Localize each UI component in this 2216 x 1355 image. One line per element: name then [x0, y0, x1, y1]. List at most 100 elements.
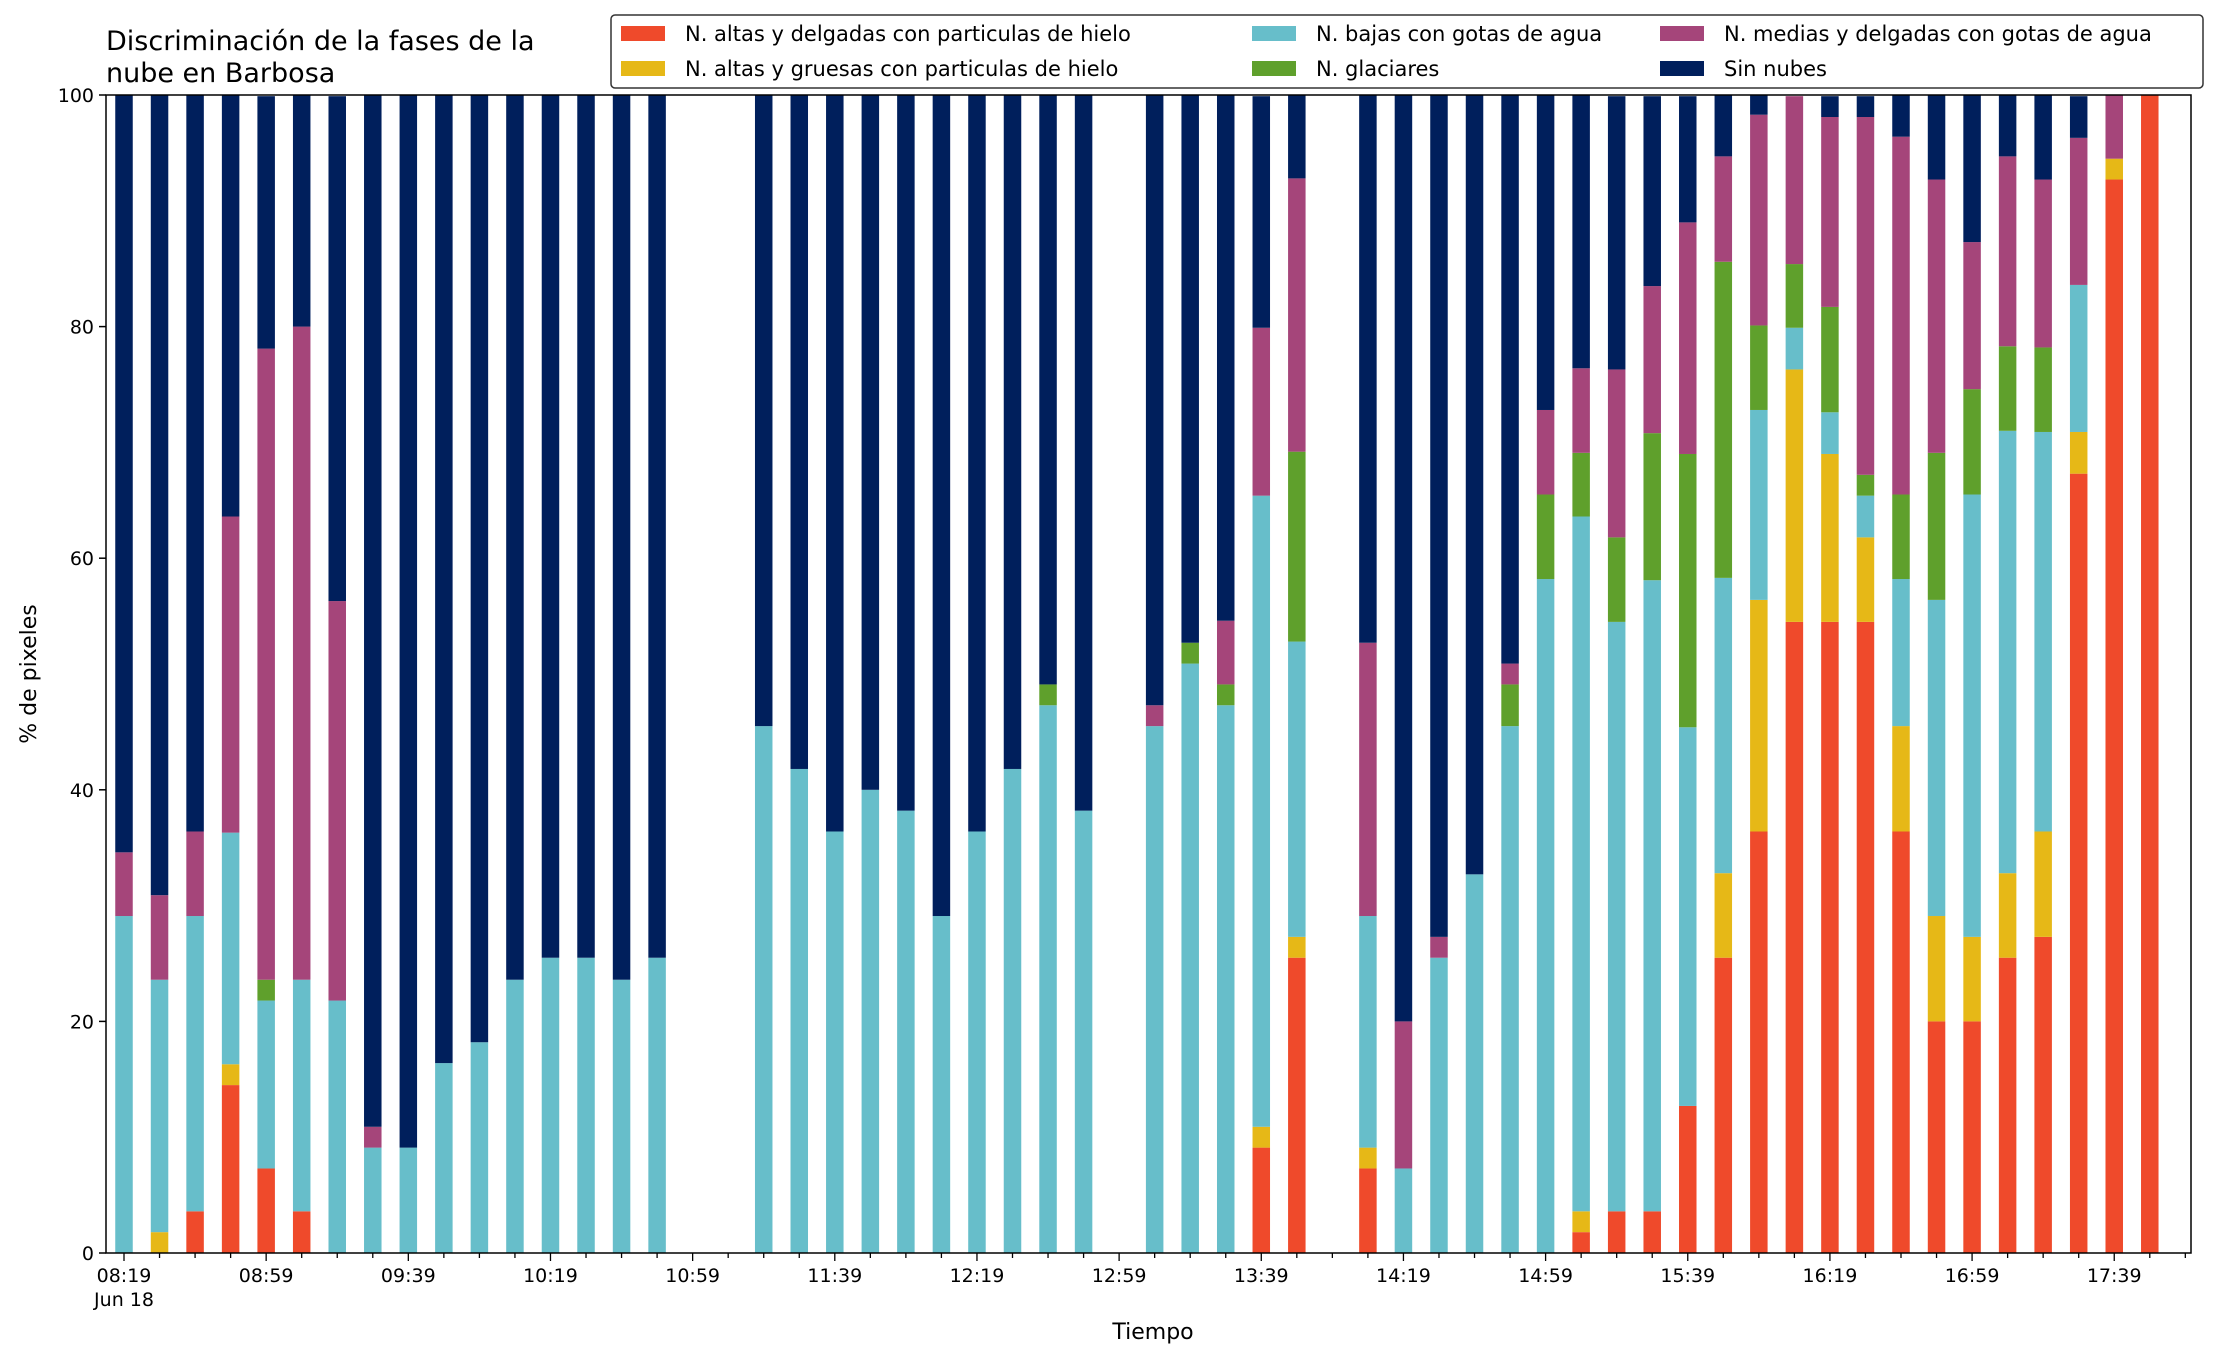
bar-segment [612, 95, 631, 980]
bar-segment [1643, 433, 1661, 581]
bar-segment [1572, 95, 1590, 369]
bar-segment [648, 95, 666, 958]
bar-segment [1536, 409, 1555, 495]
bar-segment [470, 95, 489, 1043]
x-tick-label: 08:19 [97, 1265, 152, 1287]
legend-label: N. altas y gruesas con particulas de hie… [685, 57, 1118, 81]
legend-label: N. medias y delgadas con gotas de agua [1724, 22, 2152, 46]
bar-segment [1288, 936, 1306, 958]
bar-segment [1216, 95, 1235, 621]
bar-segment [1501, 663, 1519, 685]
bar-segment [1714, 156, 1733, 262]
bar-segment [1679, 96, 1697, 223]
bar-segment [1288, 178, 1306, 452]
legend-label: N. glaciares [1316, 57, 1439, 81]
bar-segment [968, 831, 986, 1253]
bar-segment [1430, 95, 1448, 937]
bar-segment [541, 95, 560, 958]
bar-segment [2069, 473, 2088, 1253]
legend-swatch [621, 26, 665, 41]
bar-segment [1359, 95, 1377, 643]
bar-segment [1394, 1168, 1413, 1253]
bar-segment [1750, 114, 1768, 326]
bar-segment [1181, 95, 1199, 643]
bar-segment [1430, 957, 1448, 1253]
legend-swatch [1252, 26, 1296, 41]
bar-segment [1856, 495, 1875, 538]
bar-segment [1359, 642, 1377, 917]
legend-frame [610, 14, 2204, 89]
bar-segment [1927, 452, 1946, 600]
bar-segment [1998, 430, 2017, 874]
bar-segment [221, 95, 240, 517]
bar-segment [1039, 95, 1057, 685]
bar-segment [1394, 1021, 1413, 1169]
bar-segment [754, 726, 773, 1253]
bar-segment [932, 95, 951, 917]
bar-segment [1039, 684, 1057, 706]
bar-segment [150, 1232, 169, 1253]
bar-segment [2069, 431, 2088, 474]
bar-segment [1963, 95, 1981, 243]
bar-segment [861, 95, 880, 790]
bar-segment [1074, 810, 1093, 1253]
bar-segment [1039, 705, 1057, 1253]
bar-segment [1998, 873, 2017, 958]
bar-segment [790, 95, 809, 769]
bar-segment [2034, 831, 2052, 937]
bar-segment [1216, 620, 1235, 685]
bar-segment [1252, 327, 1271, 496]
bar-segment [1714, 95, 1733, 157]
bar-segment [1252, 1147, 1271, 1253]
bar-segment [1252, 495, 1271, 1127]
bar-segment [1856, 117, 1875, 475]
bar-segment [1821, 412, 1839, 454]
bar-segment [1145, 95, 1164, 706]
bar-segment [257, 979, 275, 1001]
legend-item: N. medias y delgadas con gotas de agua [1660, 22, 2152, 46]
bar-segment [1572, 516, 1590, 1212]
bar-segment [115, 95, 133, 853]
x-tick-label: 11:39 [807, 1265, 862, 1287]
bar-segment [221, 1085, 240, 1253]
bar-segment [2105, 95, 2123, 159]
bar-segment [257, 96, 275, 349]
bar-segment [1501, 684, 1519, 727]
y-tick-label: 20 [70, 1011, 94, 1033]
bar-segment [1288, 451, 1306, 642]
bar-segment [1607, 1211, 1626, 1253]
x-tick-label: 16:19 [1803, 1265, 1858, 1287]
bar-segment [1963, 494, 1981, 937]
y-tick-label: 80 [70, 317, 94, 339]
x-tick-label: 12:19 [950, 1265, 1005, 1287]
bar-segment [1607, 96, 1626, 370]
bar-segment [1145, 705, 1164, 727]
bar-segment [1643, 1211, 1661, 1253]
bar-segment [2069, 284, 2088, 432]
bar-segment [1856, 537, 1875, 622]
bar-segment [1892, 579, 1910, 727]
bar-segment [1572, 452, 1590, 517]
bar-segment [1288, 641, 1306, 937]
bar-segment [1750, 599, 1768, 832]
bar-segment [364, 1126, 382, 1148]
bar-segment [292, 95, 311, 327]
y-axis: 0 20 40 60 80 100 [58, 85, 106, 1265]
bar-segment [1643, 96, 1661, 287]
x-tick-label: 08:59 [239, 1265, 294, 1287]
bar-segment [1714, 873, 1733, 958]
legend: N. altas y delgadas con particulas de hi… [610, 14, 2204, 89]
bar-segment [1963, 1021, 1981, 1253]
legend-label: Sin nubes [1724, 57, 1827, 81]
bar-segment [1998, 346, 2017, 431]
bar-segment [1963, 389, 1981, 495]
bar-segment [1145, 726, 1164, 1253]
bar-segment [1785, 327, 1804, 370]
bar-segment [1536, 579, 1555, 1253]
bar-segment [1750, 95, 1768, 115]
chart-title-line-2: nube en Barbosa [106, 58, 335, 89]
bar-segment [470, 1042, 489, 1253]
bar-segment [1856, 474, 1875, 496]
bar-segment [364, 95, 382, 1127]
